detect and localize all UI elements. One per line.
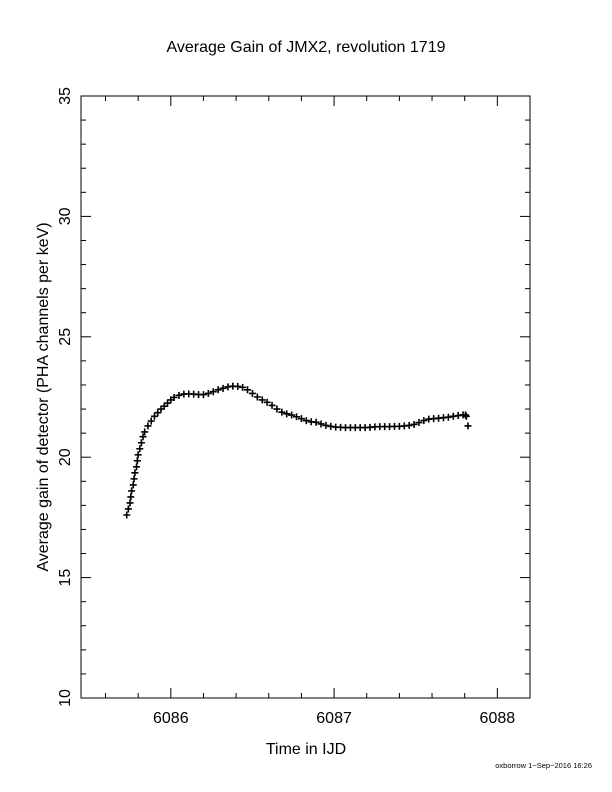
x-axis-label: Time in IJD xyxy=(266,741,346,758)
y-tick-label: 20 xyxy=(57,448,74,466)
y-tick-label: 30 xyxy=(57,207,74,225)
data-point xyxy=(444,413,452,421)
data-point xyxy=(129,481,137,489)
data-point xyxy=(244,386,252,394)
data-point xyxy=(312,418,320,426)
data-point xyxy=(248,389,256,397)
data-point xyxy=(322,421,330,429)
data-point xyxy=(263,398,271,406)
data-point xyxy=(170,393,178,401)
data-point xyxy=(127,493,135,501)
data-point xyxy=(464,422,472,430)
y-tick-label: 10 xyxy=(57,689,74,707)
minor-ticks xyxy=(81,96,531,698)
data-point xyxy=(239,383,247,391)
data-point xyxy=(420,417,428,425)
data-point xyxy=(128,487,136,495)
data-point xyxy=(273,405,281,413)
y-tick-label: 15 xyxy=(57,569,74,587)
data-point xyxy=(297,415,305,423)
data-point xyxy=(415,419,423,427)
data-point xyxy=(175,391,183,399)
data-point xyxy=(302,417,310,425)
data-point xyxy=(133,457,141,465)
data-point xyxy=(317,420,325,428)
data-point xyxy=(131,469,139,477)
data-point xyxy=(219,384,227,392)
data-point xyxy=(204,389,212,397)
data-point xyxy=(462,411,470,419)
x-axis-ticks: 6086 6087 6088 xyxy=(153,96,515,727)
data-point xyxy=(258,396,266,404)
data-point xyxy=(123,511,131,519)
data-point xyxy=(268,401,276,409)
data-point xyxy=(139,433,147,441)
data-points xyxy=(123,382,472,519)
data-point xyxy=(405,421,413,429)
x-tick-label: 6088 xyxy=(480,710,516,727)
x-tick-label: 6086 xyxy=(153,710,189,727)
data-point xyxy=(141,428,149,436)
data-point xyxy=(133,463,141,471)
data-point xyxy=(283,410,291,418)
data-point xyxy=(278,408,286,416)
footer-stamp: oxborrow 1−Sep−2016 16:26 xyxy=(495,761,592,770)
data-point xyxy=(124,505,132,513)
data-point xyxy=(147,417,155,425)
data-point xyxy=(293,413,301,421)
data-point xyxy=(134,451,142,459)
data-point xyxy=(288,411,296,419)
data-point xyxy=(130,475,138,483)
chart-title: Average Gain of JMX2, revolution 1719 xyxy=(167,39,446,56)
data-point xyxy=(253,393,261,401)
x-tick-label: 6087 xyxy=(316,710,352,727)
data-point xyxy=(144,422,152,430)
data-point xyxy=(126,499,134,507)
data-point xyxy=(410,420,418,428)
data-point xyxy=(462,412,470,420)
data-point xyxy=(214,386,222,394)
y-tick-label: 35 xyxy=(57,87,74,105)
data-point xyxy=(209,388,217,396)
y-axis-label: Average gain of detector (PHA channels p… xyxy=(35,222,52,571)
data-point xyxy=(199,391,207,399)
data-point xyxy=(136,445,144,453)
y-tick-label: 25 xyxy=(57,328,74,346)
data-point xyxy=(150,412,158,420)
plot-frame xyxy=(80,95,531,699)
y-axis-ticks: 10 15 20 25 30 35 xyxy=(57,87,530,707)
data-point xyxy=(137,439,145,447)
data-point xyxy=(234,382,242,390)
data-point xyxy=(154,409,162,417)
